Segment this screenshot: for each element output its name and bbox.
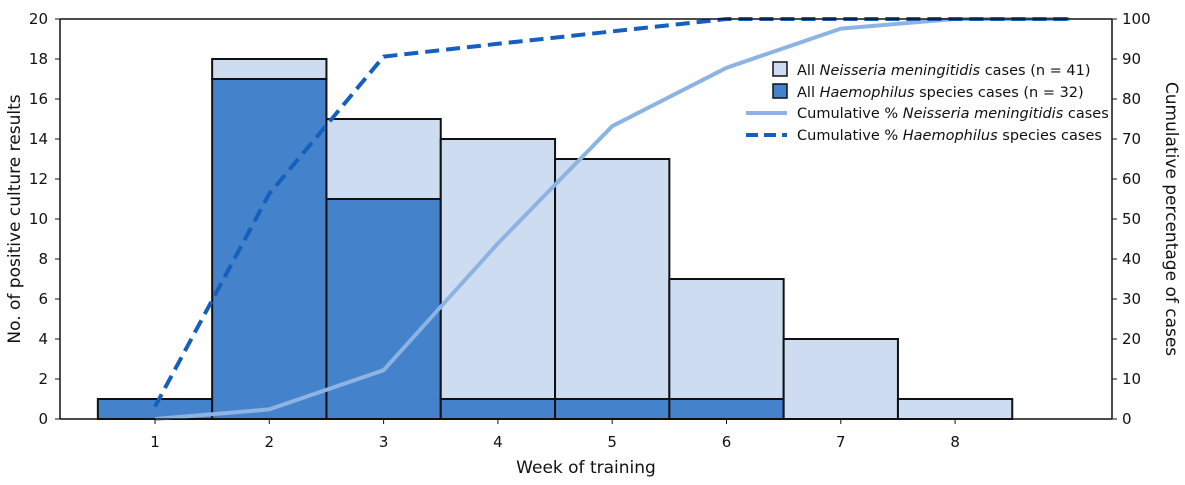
x-tick-label: 4 (493, 433, 503, 451)
legend-label-neisseria: All Neisseria meningitidis cases (n = 41… (797, 63, 1091, 79)
y2-tick-label: 50 (1122, 210, 1141, 228)
y-tick-label: 20 (29, 10, 48, 28)
y-tick-label: 16 (29, 90, 48, 108)
bar-neisseria-week-2 (211, 58, 328, 80)
bar-neisseria-week-7 (782, 338, 899, 420)
y2-tick-label: 70 (1122, 130, 1141, 148)
y-tick-label: 18 (29, 50, 48, 68)
legend: All Neisseria meningitidis cases (n = 41… (746, 61, 1109, 144)
x-tick-label: 7 (836, 433, 846, 451)
x-tick-label: 6 (722, 433, 732, 451)
y2-tick-label: 40 (1122, 250, 1141, 268)
y2-tick-label: 30 (1122, 290, 1141, 308)
y-tick-label: 8 (38, 250, 48, 268)
bar-haemophilus-week-4 (439, 398, 557, 420)
y2-tick-label: 10 (1122, 370, 1141, 388)
axes: 0246810121416182001020304050607080901001… (29, 10, 1151, 451)
y2-tick-label: 20 (1122, 330, 1141, 348)
bar-neisseria-week-6 (668, 278, 785, 400)
y-tick-label: 10 (29, 210, 48, 228)
y-axis-label: No. of positive culture results (5, 94, 25, 343)
legend-label-cum-haemophilus: Cumulative % Haemophilus species cases (797, 128, 1102, 144)
y-tick-label: 12 (29, 170, 48, 188)
legend-label-cum-neisseria: Cumulative % Neisseria meningitidis case… (797, 106, 1109, 122)
x-tick-label: 1 (150, 433, 160, 451)
bar-neisseria-week-4 (439, 138, 557, 400)
bar-neisseria-week-8 (896, 398, 1014, 420)
y2-tick-label: 0 (1122, 410, 1132, 428)
y-tick-label: 6 (38, 290, 48, 308)
legend-swatch-haemophilus (772, 83, 788, 99)
x-tick-label: 2 (265, 433, 275, 451)
line-cumulative-neisseria (154, 17, 1070, 421)
x-axis-label: Week of training (516, 458, 656, 478)
legend-swatch-neisseria (772, 61, 788, 77)
y2-axis-label: Cumulative percentage of cases (1161, 82, 1181, 356)
y2-tick-label: 100 (1122, 10, 1151, 28)
y2-tick-label: 60 (1122, 170, 1141, 188)
bar-haemophilus-week-5 (554, 398, 671, 420)
y-tick-label: 14 (29, 130, 48, 148)
y-tick-label: 2 (38, 370, 48, 388)
x-tick-label: 3 (379, 433, 389, 451)
x-tick-label: 8 (950, 433, 960, 451)
bar-neisseria-week-3 (325, 118, 442, 200)
bar-neisseria-week-5 (554, 158, 671, 400)
x-tick-label: 5 (607, 433, 617, 451)
y-tick-label: 4 (38, 330, 48, 348)
y-tick-label: 0 (38, 410, 48, 428)
legend-label-haemophilus: All Haemophilus species cases (n = 32) (797, 85, 1084, 101)
bar-haemophilus-week-6 (668, 398, 785, 420)
bar-haemophilus-week-2 (211, 78, 328, 420)
y2-tick-label: 90 (1122, 50, 1141, 68)
y2-tick-label: 80 (1122, 90, 1141, 108)
